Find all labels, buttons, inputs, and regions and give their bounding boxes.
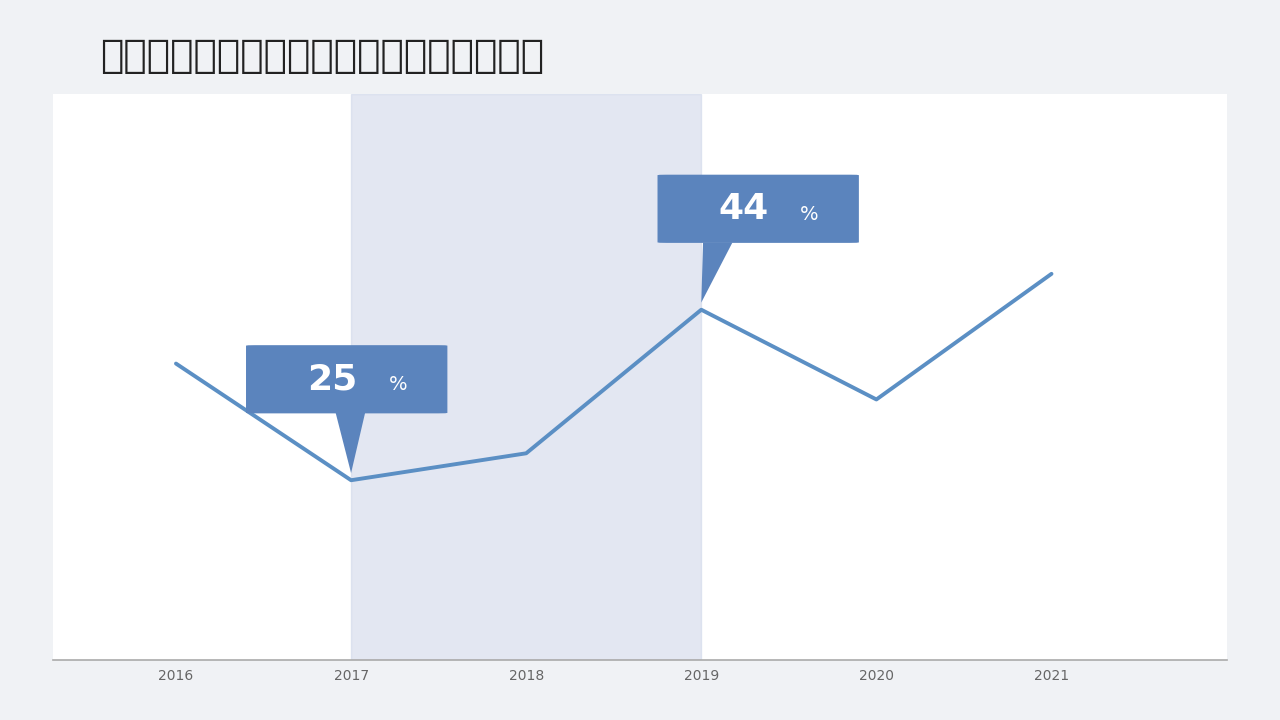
Text: 期間を強調したい場合は背景に色をつける: 期間を強調したい場合は背景に色をつける	[100, 37, 544, 75]
Text: 25: 25	[307, 362, 357, 396]
Text: %: %	[389, 375, 407, 394]
Polygon shape	[701, 243, 732, 302]
Polygon shape	[335, 413, 365, 473]
FancyBboxPatch shape	[658, 175, 859, 243]
Text: 44: 44	[718, 192, 768, 226]
FancyBboxPatch shape	[246, 345, 448, 413]
Bar	[351, 94, 701, 660]
Text: %: %	[800, 204, 819, 224]
